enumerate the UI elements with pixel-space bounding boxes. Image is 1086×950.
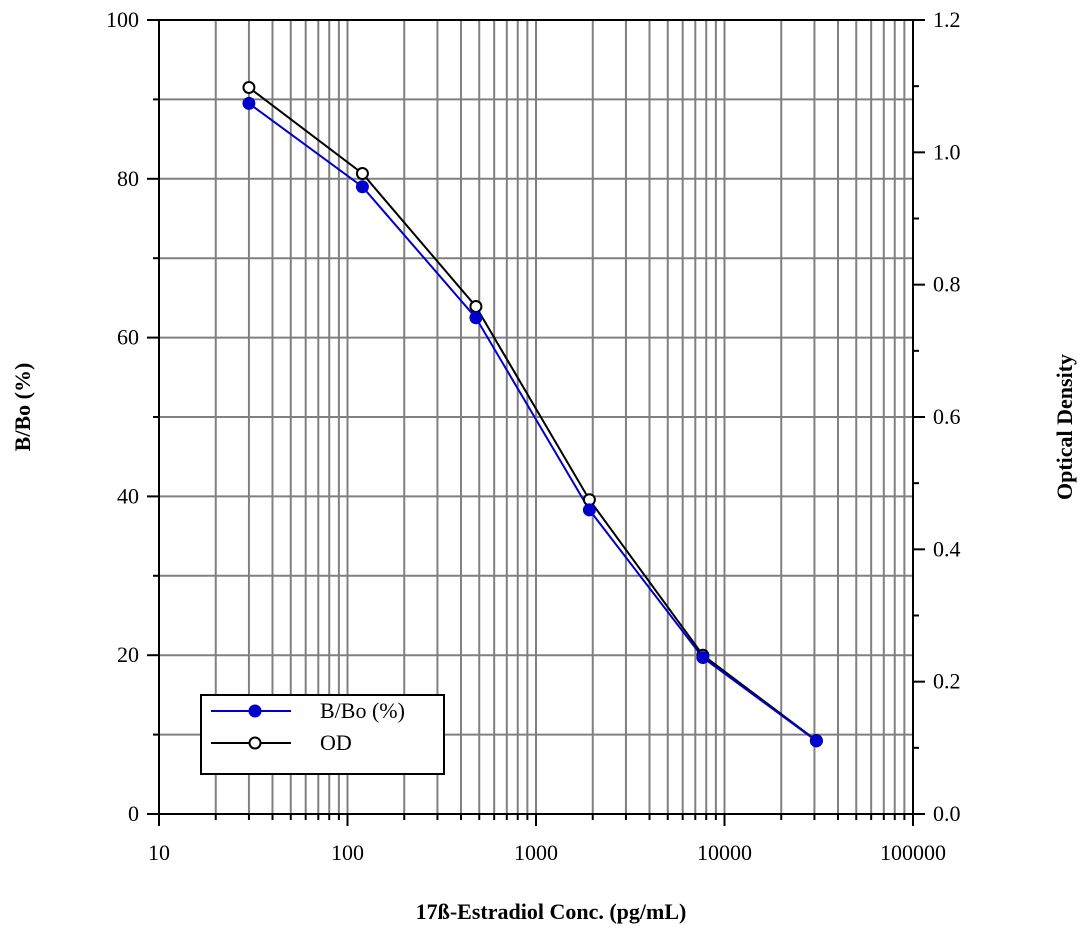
series-layer [242,80,823,748]
y-right-tick-label: 0.4 [933,536,961,561]
x-tick-label: 10 [148,840,170,865]
y-right-tick-label: 0.6 [933,404,961,429]
x-tick-label: 100 [331,840,364,865]
y-right-tick-label: 0.2 [933,669,961,694]
data-point-bbo [696,651,710,665]
y-right-tick-label: 1.2 [933,7,961,32]
y-right-tick-label: 0.0 [933,801,961,826]
series-line-od [248,86,818,742]
plot-frame [158,19,914,815]
x-tick-label: 100000 [880,840,946,865]
y-axis-left-title: B/Bo (%) [10,363,35,452]
data-point-od [469,300,483,314]
y-left-tick-label: 100 [106,7,139,32]
y-axis-right-title: Optical Density [1052,354,1077,500]
data-point-bbo [469,311,483,325]
data-point-bbo [582,503,596,517]
tick-labels: 0 20 40 60 80 100 0.0 0.2 0.4 0.6 0.8 1.0 1.2 10 100 10… [106,7,961,865]
data-point-bbo [809,734,823,748]
y-left-tick-label: 20 [117,642,139,667]
x-axis-title: 17ß-Estradiol Conc. (pg/mL) [416,899,687,924]
grid [159,20,913,814]
y-left-tick-label: 60 [117,325,139,350]
y-right-tick-label: 1.0 [933,139,961,164]
x-tick-label: 10000 [697,840,752,865]
data-point-od [355,167,369,181]
legend-marker-od [248,736,262,750]
legend-marker-bbo [248,704,262,718]
y-left-tick-label: 0 [128,801,139,826]
x-tick-label: 1000 [514,840,558,865]
data-point-bbo [242,96,256,110]
legend-label-od: OD [320,730,352,755]
data-point-od [242,80,256,94]
legend-box [200,694,445,775]
y-left-tick-label: 80 [117,166,139,191]
legend-label-bbo: B/Bo (%) [320,698,405,723]
y-left-tick-label: 40 [117,483,139,508]
data-point-bbo [355,180,369,194]
legend: B/Bo (%) OD [200,694,445,775]
series-line-bbo [248,102,817,742]
y-right-tick-label: 0.8 [933,272,961,297]
